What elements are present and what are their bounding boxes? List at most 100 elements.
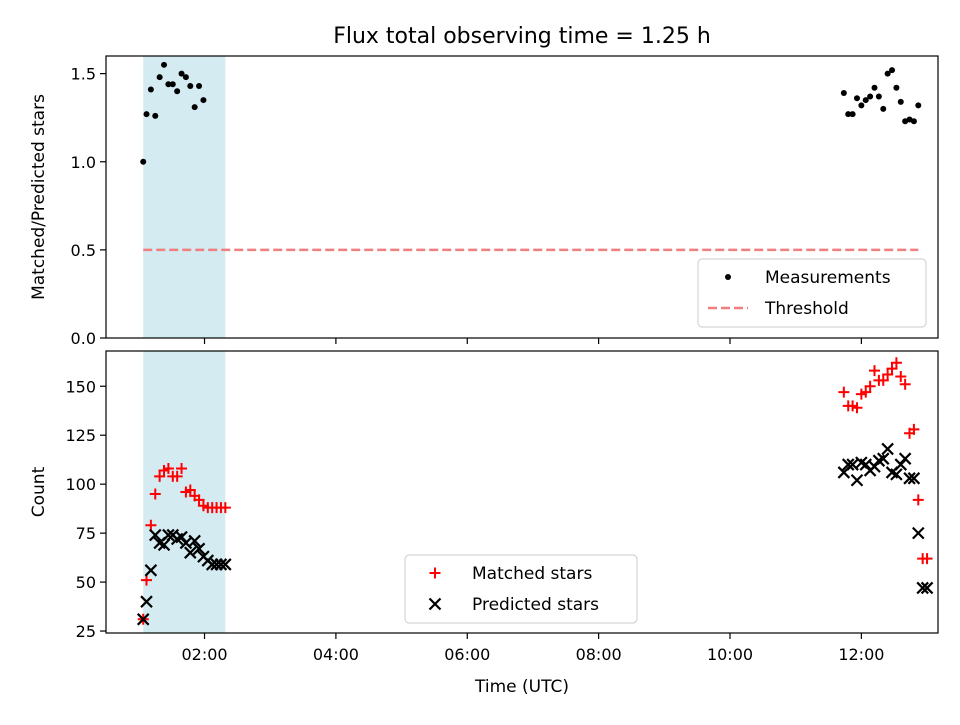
data-point bbox=[897, 98, 904, 105]
data-point bbox=[148, 528, 162, 542]
data-point bbox=[921, 553, 933, 565]
data-point bbox=[147, 86, 154, 93]
data-point bbox=[165, 81, 172, 88]
y-tick-label: 0.0 bbox=[71, 329, 96, 348]
data-point bbox=[869, 365, 881, 377]
data-point bbox=[200, 97, 207, 104]
data-point bbox=[845, 111, 852, 118]
data-point bbox=[838, 386, 850, 398]
data-point bbox=[219, 558, 232, 571]
y-tick-label: 125 bbox=[65, 426, 96, 445]
data-point bbox=[890, 357, 902, 369]
y-axis-label: Matched/Predicted stars bbox=[29, 94, 49, 300]
legend-label: Threshold bbox=[764, 299, 849, 319]
data-point bbox=[862, 97, 869, 104]
data-point bbox=[912, 526, 925, 540]
data-point bbox=[840, 90, 847, 97]
x-tick-label: 06:00 bbox=[444, 645, 490, 664]
data-point bbox=[196, 82, 203, 89]
legend: Matched stars Predicted stars bbox=[404, 554, 638, 624]
data-point bbox=[154, 470, 166, 482]
data-point bbox=[860, 386, 872, 398]
data-point bbox=[889, 67, 896, 74]
data-point bbox=[876, 452, 890, 465]
data-point bbox=[193, 494, 205, 506]
data-point bbox=[898, 452, 912, 465]
data-point bbox=[178, 70, 185, 77]
y-tick-label: 150 bbox=[65, 377, 96, 396]
data-point bbox=[884, 70, 891, 77]
data-point bbox=[162, 463, 174, 474]
data-point bbox=[184, 546, 197, 559]
legend-label: Measurements bbox=[765, 268, 891, 288]
x-axis-label: Time (UTC) bbox=[474, 677, 569, 697]
data-point bbox=[853, 95, 860, 102]
data-point bbox=[864, 380, 876, 392]
y-axis-label: Count bbox=[29, 466, 49, 517]
data-point bbox=[916, 581, 929, 595]
x-tick-label: 02:00 bbox=[181, 645, 227, 664]
legend-label: Matched stars bbox=[472, 564, 592, 584]
plot-frame bbox=[105, 55, 939, 339]
data-point bbox=[143, 111, 150, 118]
data-point bbox=[880, 105, 887, 112]
data-point bbox=[192, 542, 206, 556]
data-point bbox=[161, 61, 168, 68]
data-point bbox=[152, 112, 159, 119]
data-point bbox=[908, 423, 920, 435]
data-point bbox=[851, 402, 863, 414]
data-point bbox=[162, 528, 175, 542]
series-predicted-stars bbox=[136, 442, 934, 626]
data-point bbox=[849, 111, 856, 118]
legend-marker bbox=[725, 274, 731, 280]
panel-bottom: 25 50 75 100 125 150 02:00 04:00 06:00 08:00 10:00… bbox=[29, 350, 939, 697]
data-point bbox=[156, 74, 163, 81]
data-point bbox=[882, 369, 894, 380]
data-point bbox=[903, 472, 916, 485]
data-point bbox=[149, 488, 161, 500]
data-point bbox=[174, 88, 181, 95]
y-tick-label: 1.5 bbox=[71, 65, 96, 84]
shaded-span bbox=[143, 56, 226, 338]
data-point bbox=[144, 564, 158, 577]
data-point bbox=[875, 93, 882, 100]
data-point bbox=[910, 118, 917, 125]
series-measurements bbox=[140, 61, 922, 165]
figure-title: Flux total observing time = 1.25 h bbox=[333, 24, 711, 49]
data-point bbox=[850, 473, 864, 487]
y-tick-label: 0.5 bbox=[71, 241, 96, 260]
data-point bbox=[899, 378, 911, 390]
data-point bbox=[858, 102, 865, 109]
data-point bbox=[219, 502, 231, 514]
legend-box bbox=[404, 554, 638, 624]
data-point bbox=[895, 370, 907, 382]
legend-marker bbox=[429, 567, 441, 579]
data-point bbox=[145, 519, 157, 531]
panel-top: 0.0 0.5 1.0 1.5 Matched/Predicted stars Measu… bbox=[29, 55, 939, 348]
data-point bbox=[187, 82, 194, 89]
data-point bbox=[871, 84, 878, 91]
legend-marker bbox=[428, 597, 442, 611]
data-point bbox=[184, 484, 196, 496]
data-point bbox=[157, 538, 171, 552]
legend: Measurements Threshold bbox=[697, 258, 927, 328]
data-point bbox=[920, 581, 934, 595]
data-point bbox=[171, 470, 183, 482]
data-point bbox=[140, 158, 147, 165]
y-tick-label: 25 bbox=[76, 622, 96, 641]
data-point bbox=[169, 81, 176, 88]
x-tick-label: 12:00 bbox=[838, 645, 884, 664]
data-point bbox=[140, 595, 153, 608]
data-point bbox=[136, 613, 150, 626]
series-matched-stars bbox=[137, 357, 933, 625]
y-tick-label: 1.0 bbox=[71, 153, 96, 172]
data-point bbox=[214, 558, 228, 571]
data-point bbox=[141, 574, 153, 586]
y-tick-label: 50 bbox=[76, 573, 96, 592]
data-point bbox=[191, 104, 198, 111]
plot-frame bbox=[105, 350, 939, 634]
data-point bbox=[182, 74, 189, 81]
data-point bbox=[886, 363, 898, 375]
